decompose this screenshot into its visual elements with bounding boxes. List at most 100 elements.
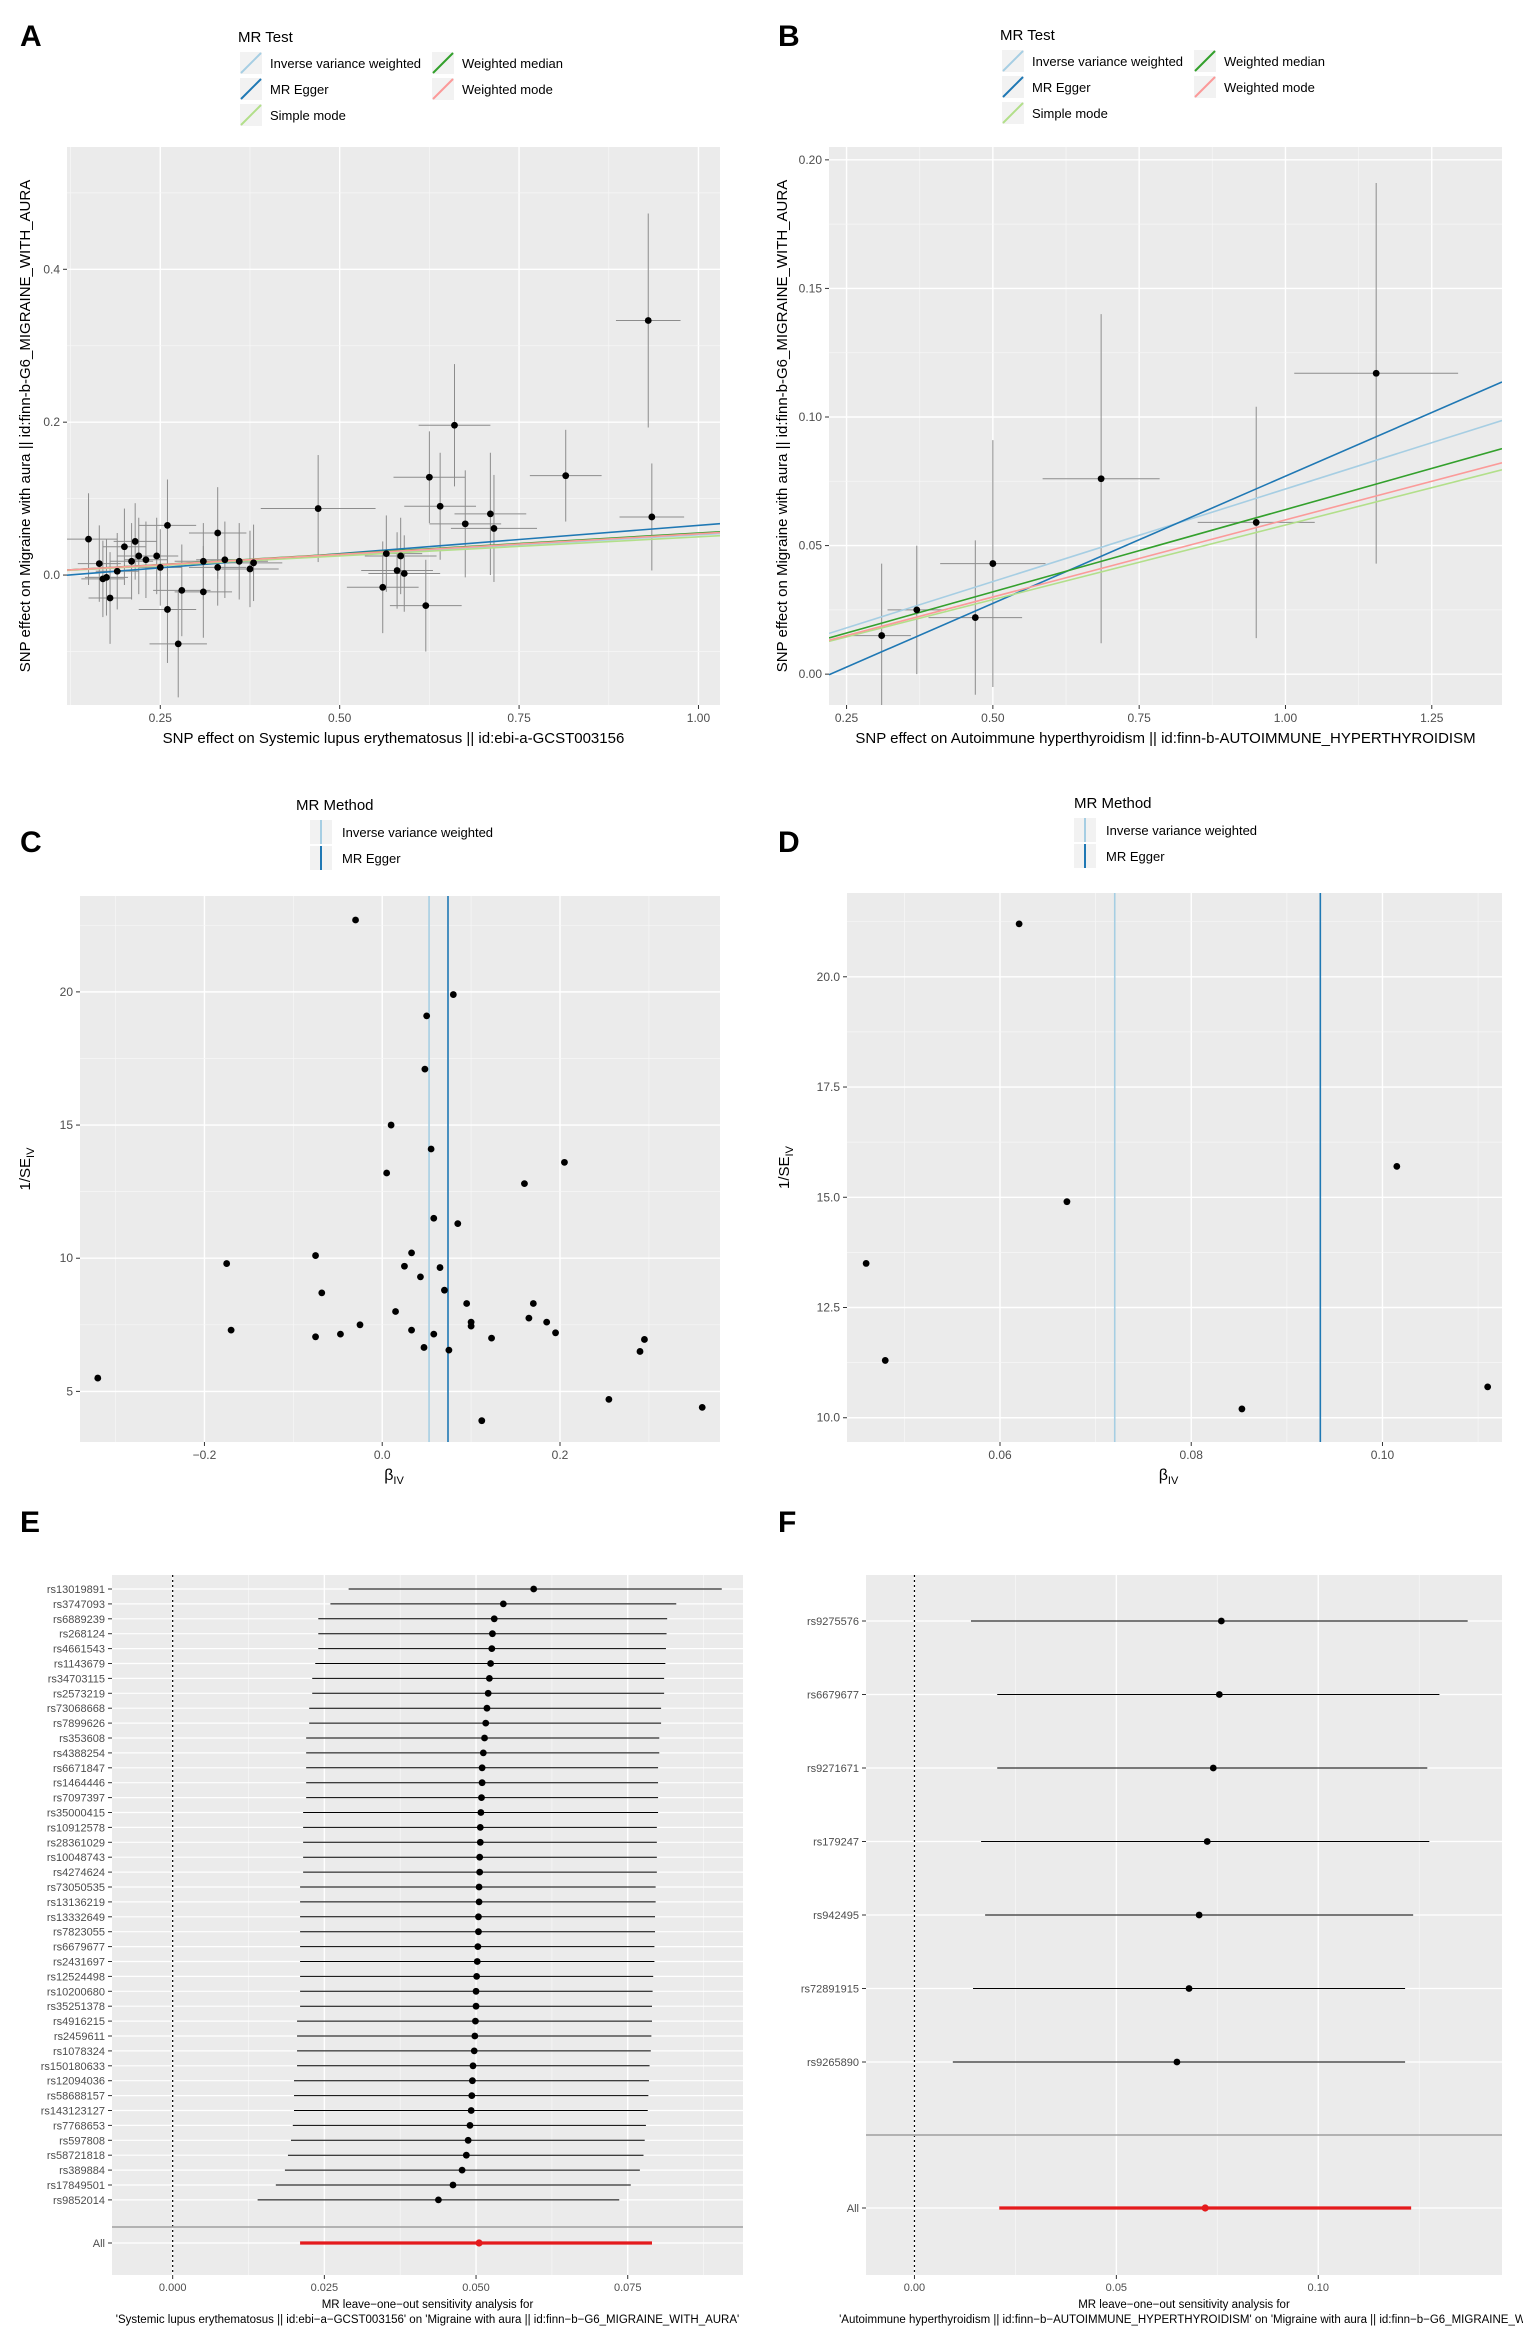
snp-estimate-dot xyxy=(481,1734,488,1742)
panel-letter-a: A xyxy=(20,20,42,53)
panel-letter-d: D xyxy=(778,826,800,859)
snp-estimate-dot xyxy=(490,1615,498,1623)
snp-label: rs13136219 xyxy=(47,1897,105,1909)
snp-row: rs1143679 xyxy=(54,1659,666,1671)
snp-row: rs4661543 xyxy=(53,1644,666,1656)
regression-line-inverse-variance-weighted xyxy=(829,419,1502,635)
snp-row: rs597808 xyxy=(59,2135,645,2147)
snp-row: rs9852014 xyxy=(53,2195,620,2207)
plot-area xyxy=(862,893,1492,1442)
snp-estimate-dot xyxy=(485,1675,493,1682)
legend-label: MR Egger xyxy=(1032,80,1091,95)
snp-row: rs4916215 xyxy=(53,2016,652,2028)
snp-label: rs7768653 xyxy=(53,2120,105,2132)
snp-row: rs9265890 xyxy=(807,2057,1406,2069)
snp-label: rs28361029 xyxy=(47,1837,105,1849)
snp-dot xyxy=(135,552,143,560)
legend-key-weighted-median: Weighted median xyxy=(1194,50,1325,72)
snp-dot xyxy=(401,1262,408,1270)
snp-row: rs389884 xyxy=(59,2165,640,2177)
x-tick-label: 0.50 xyxy=(981,711,1005,725)
panel-b-scatter: 0.25 0.50 0.75 1.00 1.25 0.00 0.05 0.10 0.15 0.20… xyxy=(774,147,1502,747)
snp-dot xyxy=(552,1329,559,1337)
snp-label: rs942495 xyxy=(813,1910,859,1922)
snp-row: rs28361029 xyxy=(47,1837,657,1849)
snp-row: rs2573219 xyxy=(53,1688,665,1700)
snp-estimate-dot xyxy=(1173,2058,1181,2066)
snp-label: rs58688157 xyxy=(47,2091,105,2103)
plot-background xyxy=(847,893,1502,1442)
x-tick-label: 0.050 xyxy=(462,2282,490,2294)
snp-label: rs12524498 xyxy=(47,1971,105,1983)
regression-line-weighted-mode xyxy=(829,461,1502,641)
snp-dot xyxy=(461,520,469,528)
snp-dot xyxy=(199,557,207,565)
panel-letter-b: B xyxy=(778,20,800,53)
snp-dot xyxy=(131,538,139,545)
snp-dot xyxy=(454,1220,462,1227)
legend-label: MR Egger xyxy=(270,82,329,97)
snp-row: rs268124 xyxy=(59,1629,667,1641)
snp-estimate-dot xyxy=(468,2092,476,2100)
legend-key-weighted-median: Weighted median xyxy=(432,52,563,74)
snp-dot xyxy=(1393,1162,1401,1170)
x-tick-label: 0.000 xyxy=(159,2282,187,2294)
snp-estimate-dot xyxy=(470,2047,478,2055)
snp-row: rs150180633 xyxy=(41,2061,650,2073)
y-tick-label: 15.0 xyxy=(817,1190,841,1204)
snp-estimate-dot xyxy=(488,1645,496,1652)
snp-dot xyxy=(312,1252,319,1259)
x-tick-label: 0.06 xyxy=(988,1448,1012,1462)
snp-dot xyxy=(85,535,92,543)
snp-dot xyxy=(400,570,408,577)
snp-dot xyxy=(250,559,257,567)
legend-label: Inverse variance weighted xyxy=(270,56,421,71)
y-axis-title: 1/SEIV xyxy=(776,1145,796,1189)
snp-row: rs13332649 xyxy=(47,1912,656,1924)
snp-label: rs13332649 xyxy=(47,1912,105,1924)
y-tick-label: 0.10 xyxy=(799,410,823,424)
snp-label: rs6889239 xyxy=(53,1614,105,1626)
snp-row: rs179247 xyxy=(813,1837,1430,1849)
legend-label: MR Egger xyxy=(342,851,401,866)
snp-estimate-dot xyxy=(1185,1985,1193,1992)
snp-row: rs2431697 xyxy=(53,1957,655,1969)
snp-dot xyxy=(430,1214,438,1222)
snp-dot xyxy=(318,1289,326,1297)
snp-dot xyxy=(1372,369,1380,377)
legend-label: Inverse variance weighted xyxy=(1106,823,1257,838)
y-tick-label: 0.20 xyxy=(799,153,823,167)
snp-dot xyxy=(989,560,997,567)
snp-dot xyxy=(478,1417,486,1425)
panel-letter-f: F xyxy=(778,1506,796,1539)
legend-key-inverse-variance-weighted: Inverse variance weighted xyxy=(310,820,493,844)
snp-dot xyxy=(393,567,401,574)
snp-dot xyxy=(451,421,458,429)
snp-dot xyxy=(164,606,171,613)
snp-dot xyxy=(881,1357,889,1364)
snp-label: rs4916215 xyxy=(53,2016,105,2028)
snp-dot xyxy=(128,557,135,565)
y-tick-label: 10.0 xyxy=(817,1411,841,1425)
snp-estimate-dot xyxy=(487,1660,494,1667)
legend-key-mr-egger: MR Egger xyxy=(310,846,401,870)
y-tick-label: 0.0 xyxy=(43,568,60,582)
snp-dot xyxy=(314,505,322,512)
snp-label: rs6679677 xyxy=(807,1690,859,1702)
snp-row: rs7768653 xyxy=(53,2120,646,2132)
snp-label: rs6671847 xyxy=(53,1763,105,1775)
panel-e-leave-one-out: rs13019891 rs3747093 rs6889239 rs268124 rs46… xyxy=(41,1575,743,2326)
plot-area xyxy=(829,183,1502,705)
snp-label: rs179247 xyxy=(813,1837,859,1849)
snp-dot xyxy=(199,588,207,596)
regression-line-weighted-median xyxy=(829,447,1502,639)
x-tick-label: 0.25 xyxy=(149,711,173,725)
legend-key-weighted-mode: Weighted mode xyxy=(432,78,553,100)
snp-label: rs10912578 xyxy=(47,1822,105,1834)
snp-label: rs2573219 xyxy=(53,1688,105,1700)
snp-label: rs9852014 xyxy=(53,2195,105,2207)
snp-label: rs2431697 xyxy=(53,1957,105,1969)
plot-caption-line2: 'Systemic lupus erythematosus || id:ebi−… xyxy=(116,2314,739,2326)
summary-estimate-dot xyxy=(475,2239,483,2247)
